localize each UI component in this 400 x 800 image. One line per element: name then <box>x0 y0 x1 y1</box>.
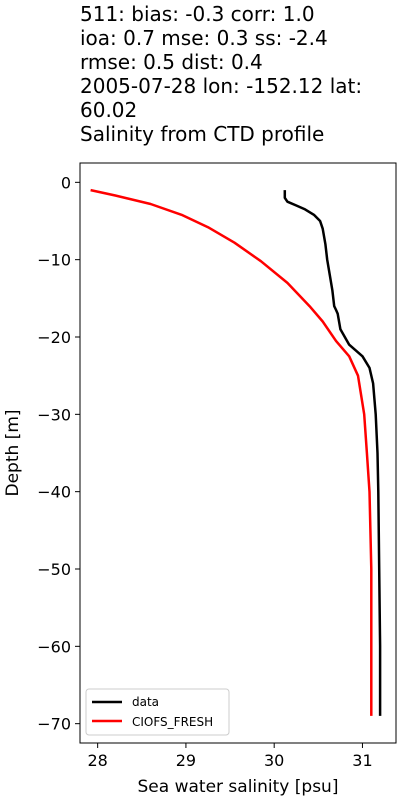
x-axis-label: Sea water salinity [psu] <box>138 777 339 797</box>
series-line-ciofs-fresh <box>90 188 373 716</box>
legend-label-ciofs: CIOFS_FRESH <box>132 715 213 729</box>
y-tick-label: −20 <box>37 328 71 347</box>
chart-title: 511: bias: -0.3 corr: 1.0 ioa: 0.7 mse: … <box>80 2 398 146</box>
x-tick-label: 29 <box>176 751 196 770</box>
x-tick-label: 31 <box>352 751 372 770</box>
y-tick-label: 0 <box>61 173 71 192</box>
title-line: 2005-07-28 lon: -152.12 lat: <box>80 74 363 98</box>
title-line: rmse: 0.5 dist: 0.4 <box>80 50 263 74</box>
legend-box <box>85 688 230 736</box>
y-tick-label: −60 <box>37 637 71 656</box>
y-tick-label: −40 <box>37 483 71 502</box>
title-line: Salinity from CTD profile <box>80 122 325 146</box>
legend: data CIOFS_FRESH <box>85 688 230 736</box>
plot-frame <box>79 162 397 744</box>
y-tick-label: −50 <box>37 560 71 579</box>
title-line: ioa: 0.7 mse: 0.3 ss: -2.4 <box>80 26 328 50</box>
y-tick-label: −70 <box>37 715 71 734</box>
y-axis: 0 −10 −20 −30 −40 −50 −60 −70 <box>37 173 80 734</box>
legend-label-data: data <box>132 695 159 709</box>
y-tick-label: −30 <box>37 405 71 424</box>
series-layer <box>90 188 382 716</box>
series-line-data <box>283 190 382 716</box>
x-tick-label: 28 <box>87 751 107 770</box>
title-line: 511: bias: -0.3 corr: 1.0 <box>80 2 315 26</box>
y-tick-label: −10 <box>37 251 71 270</box>
y-axis-label: Depth [m] <box>3 409 23 496</box>
x-tick-label: 30 <box>264 751 284 770</box>
x-axis: 28 29 30 31 <box>87 743 373 770</box>
title-line: 60.02 <box>80 98 138 122</box>
